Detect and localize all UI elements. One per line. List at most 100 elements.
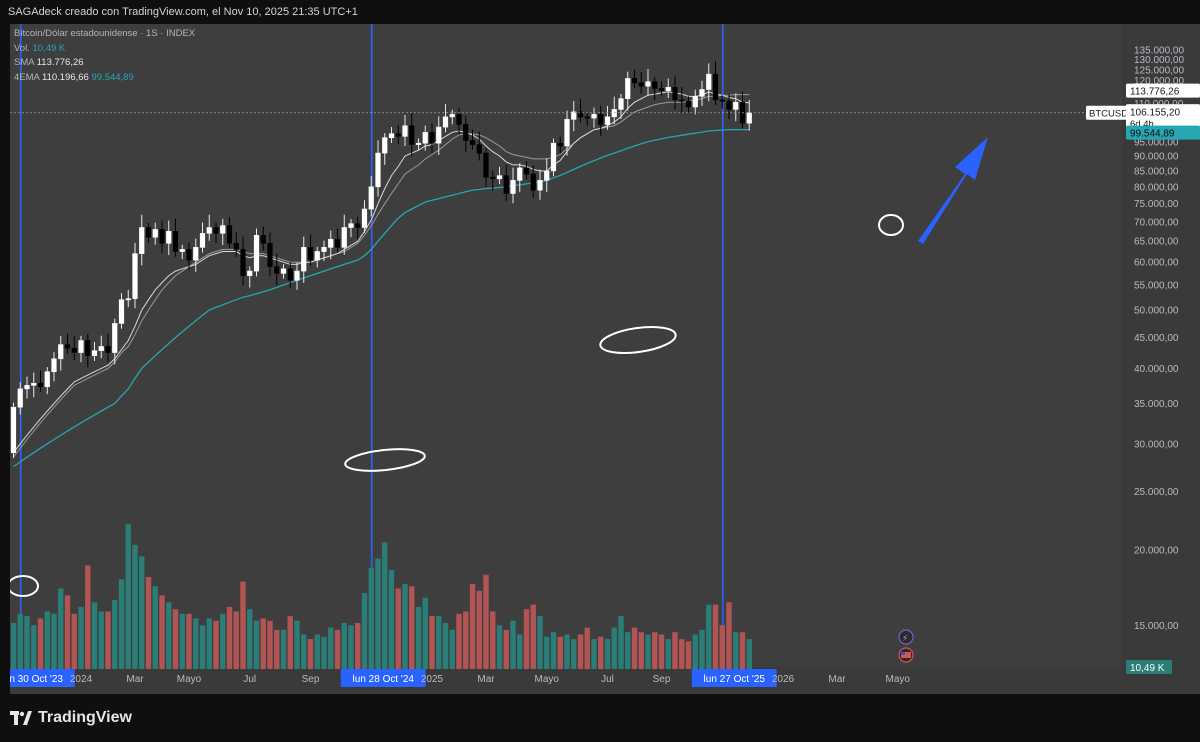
price-tick-label: 35.000,00	[1134, 399, 1179, 410]
candle-body	[733, 101, 739, 110]
candle-body	[58, 344, 64, 360]
volume-bar	[402, 583, 408, 669]
volume-bar	[24, 616, 30, 669]
candle-body	[139, 227, 145, 254]
candle-body	[294, 270, 300, 281]
time-axis: lun 30 Oct '23 2024 Mar Mayo Jul Sep lun 28 Oc…	[10, 669, 910, 687]
volume-bar	[233, 611, 239, 669]
candle-body	[247, 270, 253, 276]
candle-body	[476, 144, 482, 154]
candle-body	[719, 99, 725, 102]
candle-body	[206, 227, 212, 234]
volume-bar	[685, 641, 692, 669]
candle-body	[449, 114, 455, 118]
volume-bar	[739, 632, 746, 669]
candle-body	[375, 152, 381, 188]
candle-body	[10, 406, 17, 453]
volume-bar	[98, 611, 104, 669]
candle-body	[193, 247, 199, 261]
volume-bar	[17, 613, 23, 669]
volume-bar	[220, 613, 226, 669]
time-tick-label: Jul	[601, 674, 614, 685]
time-label-highlight-bg	[340, 669, 426, 687]
price-tick-label: 15.000,00	[1134, 621, 1179, 632]
volume-bar	[476, 590, 482, 669]
lightning-icon[interactable]	[898, 629, 914, 645]
candle-series	[10, 61, 752, 458]
candle-body	[267, 242, 273, 267]
volume-bar	[58, 588, 64, 669]
volume-bar	[321, 636, 327, 669]
candle-body	[537, 180, 543, 191]
volume-bar	[699, 629, 705, 669]
candle-body	[17, 388, 23, 408]
price-tick-label: 20.000,00	[1134, 546, 1179, 557]
price-tick-label: 70.000,00	[1134, 217, 1179, 228]
price-chart[interactable]: 15.000,00 20.000,00 25.000,00 30.000,00 35.0…	[10, 24, 1200, 694]
candle-body	[240, 249, 246, 276]
time-tick-label: Mar	[828, 674, 846, 685]
candle-body	[220, 225, 226, 234]
candle-body	[685, 100, 692, 108]
ema-slow-price-label: 99.544,89	[1130, 128, 1175, 139]
annotation-circle	[10, 575, 39, 597]
volume-bar	[314, 634, 320, 669]
flag-stripes	[901, 652, 911, 658]
volume-bar	[523, 609, 530, 669]
time-tick-label: Mayo	[177, 674, 202, 685]
candle-body	[625, 78, 631, 99]
candle-body	[415, 142, 422, 145]
price-tick-label: 90.000,00	[1134, 151, 1179, 162]
volume-bar	[51, 613, 57, 669]
time-tick-label: Sep	[302, 674, 320, 685]
candle-body	[159, 229, 165, 244]
candle-body	[469, 140, 476, 145]
candle-body	[665, 86, 671, 91]
volume-bar	[152, 586, 158, 669]
volume-bar	[598, 636, 604, 669]
volume-bar	[240, 581, 246, 669]
chart-panel[interactable]: 15.000,00 20.000,00 25.000,00 30.000,00 35.0…	[10, 24, 1200, 694]
candle-body	[31, 382, 37, 386]
price-tick-label: 55.000,00	[1134, 281, 1179, 292]
volume-bar	[382, 542, 388, 669]
candle-body	[44, 371, 50, 388]
candle-body	[530, 173, 536, 191]
volume-bar	[274, 629, 280, 669]
candle-body	[334, 238, 341, 248]
volume-bar	[658, 634, 665, 669]
candle-body	[503, 175, 509, 194]
time-tick-label: Mayo	[886, 674, 911, 685]
volume-bar	[301, 634, 307, 669]
candle-body	[490, 176, 496, 180]
candle-body	[71, 347, 77, 353]
candle-body	[186, 249, 192, 261]
last-price-label-bg	[1126, 104, 1200, 131]
volume-bar	[253, 620, 260, 669]
volume-bar	[510, 620, 516, 669]
candle-body	[658, 88, 665, 91]
candle-body	[301, 247, 307, 272]
price-tick-label: 135.000,00	[1134, 45, 1184, 56]
time-tick-label: 2025	[421, 674, 444, 685]
volume-bar	[78, 606, 84, 669]
volume-bar	[618, 616, 624, 669]
volume-bar	[726, 602, 732, 669]
volume-bar	[307, 639, 314, 669]
tradingview-logo[interactable]: TradingView	[10, 708, 132, 728]
candle-body	[253, 234, 260, 272]
candle-body	[388, 133, 395, 139]
volume-bar	[294, 620, 300, 669]
price-tick-label: 75.000,00	[1134, 199, 1179, 210]
annotations	[10, 214, 904, 597]
candle-body	[341, 227, 347, 248]
candle-body	[692, 96, 698, 108]
price-tick-label: 85.000,00	[1134, 166, 1179, 177]
volume-bar	[557, 636, 563, 669]
volume-series	[10, 524, 752, 669]
candle-body	[105, 346, 111, 353]
time-label-highlight-bg	[10, 669, 75, 687]
candle-body	[584, 116, 590, 119]
volume-bar	[388, 570, 395, 669]
candle-body	[544, 170, 550, 181]
